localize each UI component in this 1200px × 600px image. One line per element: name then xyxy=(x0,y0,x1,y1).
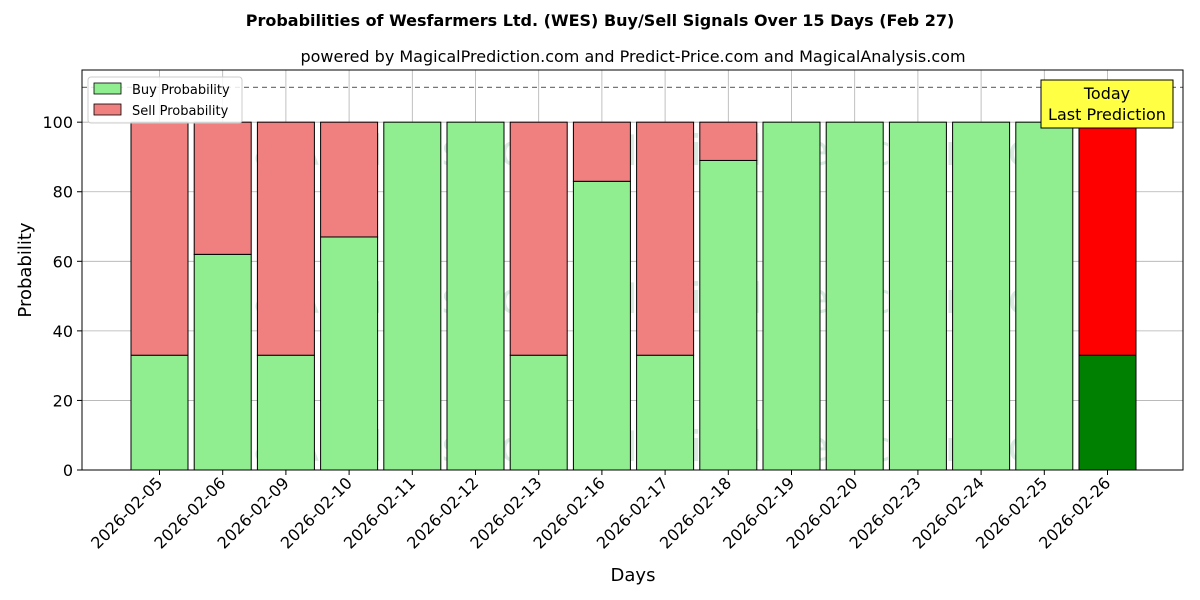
annotation-line1: Today xyxy=(1083,84,1130,103)
legend-label-buy: Buy Probability xyxy=(132,83,230,98)
today-annotation: Today Last Prediction xyxy=(1040,79,1174,129)
plot-frame xyxy=(81,69,1184,471)
bar-buy-2026-02-20 xyxy=(825,121,884,471)
bar-sell-2026-02-16 xyxy=(572,121,631,182)
legend-swatch-sell xyxy=(93,103,122,116)
chart-title: Probabilities of Wesfarmers Ltd. (WES) B… xyxy=(246,11,955,30)
bar-sell-2026-02-13 xyxy=(509,121,568,356)
bar-sell-2026-02-17 xyxy=(636,121,695,356)
y-axis-label: Probability xyxy=(15,222,36,317)
y-tick-label: 0 xyxy=(63,461,73,480)
bar-sell-2026-02-05 xyxy=(130,121,189,356)
legend: Buy Probability Sell Probability xyxy=(87,76,243,124)
y-axis-ticks: 0 20 40 60 80 100 xyxy=(42,113,82,480)
y-tick-label: 80 xyxy=(53,183,73,202)
bar-buy-2026-02-11 xyxy=(383,121,442,471)
bar-sell-2026-02-06 xyxy=(193,121,252,255)
y-tick-label: 100 xyxy=(42,113,73,132)
bar-buy-2026-02-12 xyxy=(446,121,505,471)
bar-sell-2026-02-10 xyxy=(320,121,379,238)
annotation-box xyxy=(1040,79,1174,129)
y-tick-label: 60 xyxy=(53,252,73,271)
bars xyxy=(130,121,1137,471)
bar-buy-2026-02-05 xyxy=(130,354,189,471)
annotation-line2: Last Prediction xyxy=(1048,105,1166,124)
bar-sell-2026-02-18 xyxy=(699,121,758,161)
bar-buy-2026-02-17 xyxy=(636,354,695,471)
chart-subtitle: powered by MagicalPrediction.com and Pre… xyxy=(300,47,965,66)
bar-buy-2026-02-16 xyxy=(572,180,631,471)
y-tick-label: 20 xyxy=(53,391,73,410)
y-tick-label: 40 xyxy=(53,322,73,341)
bar-buy-2026-02-09 xyxy=(256,354,315,471)
bar-buy-2026-02-26 xyxy=(1078,354,1137,471)
bar-buy-2026-02-10 xyxy=(320,236,379,471)
x-axis-ticks: 2026-02-052026-02-062026-02-092026-02-10… xyxy=(87,470,1114,553)
bar-buy-2026-02-19 xyxy=(762,121,821,471)
bar-buy-2026-02-13 xyxy=(509,354,568,471)
bar-buy-2026-02-18 xyxy=(699,159,758,471)
bar-buy-2026-02-23 xyxy=(888,121,947,471)
bar-buy-2026-02-25 xyxy=(1015,121,1074,471)
legend-box xyxy=(87,76,243,124)
bar-buy-2026-02-24 xyxy=(952,121,1011,471)
bar-sell-2026-02-26 xyxy=(1078,121,1137,356)
legend-label-sell: Sell Probability xyxy=(132,104,229,119)
bar-sell-2026-02-09 xyxy=(256,121,315,356)
bar-buy-2026-02-06 xyxy=(193,253,252,471)
legend-swatch-buy xyxy=(93,82,122,95)
x-axis-label: Days xyxy=(611,565,656,586)
